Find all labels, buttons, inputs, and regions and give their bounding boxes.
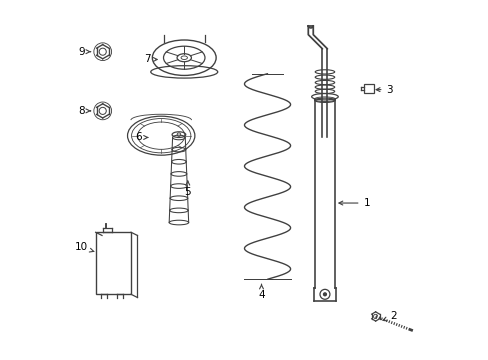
Text: 9: 9: [78, 47, 90, 57]
Text: 6: 6: [135, 132, 147, 143]
Text: 1: 1: [338, 198, 369, 208]
Text: 2: 2: [382, 311, 396, 321]
Text: 4: 4: [258, 284, 264, 300]
Text: 3: 3: [375, 85, 392, 95]
Text: 5: 5: [184, 181, 191, 197]
Text: 7: 7: [143, 54, 157, 64]
Text: 10: 10: [75, 242, 94, 252]
Text: 8: 8: [78, 106, 90, 116]
Circle shape: [323, 293, 325, 296]
